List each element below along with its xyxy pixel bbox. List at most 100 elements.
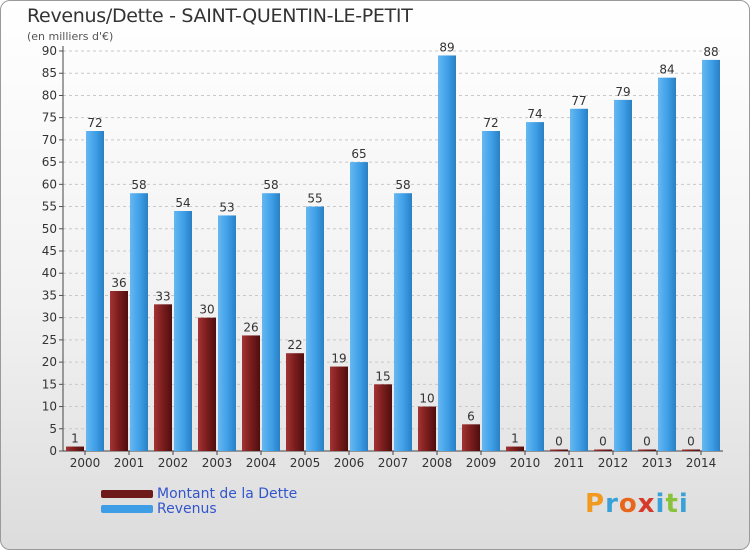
y-tick-label: 40: [42, 266, 57, 280]
bar-revenus: [130, 193, 148, 451]
y-tick-label: 90: [42, 44, 57, 58]
legend-label-dette: Montant de la Dette: [157, 486, 298, 502]
y-tick-label: 30: [42, 311, 57, 325]
data-label-dette: 15: [375, 369, 390, 383]
data-label-revenus: 88: [703, 45, 718, 59]
chart-title: Revenus/Dette - SAINT-QUENTIN-LE-PETIT: [27, 5, 413, 27]
data-label-dette: 26: [243, 320, 258, 334]
y-tick-label: 50: [42, 222, 57, 236]
bar-dette: [550, 449, 568, 451]
data-label-revenus: 55: [307, 192, 322, 206]
proxiti-logo: Proxiti: [585, 489, 689, 519]
bar-revenus: [262, 193, 280, 451]
data-label-dette: 6: [467, 409, 475, 423]
bar-dette: [418, 406, 436, 451]
data-label-revenus: 53: [219, 200, 234, 214]
y-tick-label: 60: [42, 177, 57, 191]
bar-revenus: [306, 206, 324, 451]
bar-revenus: [482, 131, 500, 451]
x-tick-label: 2004: [246, 456, 277, 470]
data-label-dette: 0: [643, 435, 651, 449]
y-tick-label: 70: [42, 133, 57, 147]
x-tick-label: 2007: [378, 456, 409, 470]
bar-dette: [242, 335, 260, 451]
y-tick-label: 35: [42, 288, 57, 302]
y-tick-label: 5: [49, 422, 57, 436]
data-label-dette: 33: [155, 289, 170, 303]
data-label-revenus: 54: [175, 196, 190, 210]
x-tick-label: 2002: [158, 456, 189, 470]
data-label-revenus: 58: [263, 178, 278, 192]
data-label-dette: 0: [687, 435, 695, 449]
x-tick-label: 2005: [290, 456, 321, 470]
data-label-revenus: 77: [571, 94, 586, 108]
bar-dette: [330, 366, 348, 451]
bar-revenus: [658, 77, 676, 452]
legend-swatch-revenus: [101, 505, 153, 513]
bar-revenus: [526, 122, 544, 451]
data-label-dette: 30: [199, 303, 214, 317]
data-label-dette: 1: [71, 432, 79, 446]
x-tick-label: 2011: [554, 456, 585, 470]
bar-revenus: [86, 131, 104, 451]
y-tick-label: 45: [42, 244, 57, 258]
data-label-dette: 0: [555, 435, 563, 449]
x-tick-label: 2014: [686, 456, 717, 470]
data-label-revenus: 74: [527, 107, 542, 121]
y-tick-label: 65: [42, 155, 57, 169]
data-label-dette: 19: [331, 352, 346, 366]
x-tick-label: 2009: [466, 456, 497, 470]
y-tick-label: 85: [42, 66, 57, 80]
x-tick-label: 2003: [202, 456, 233, 470]
data-label-revenus: 84: [659, 63, 674, 77]
data-label-revenus: 72: [483, 116, 498, 130]
bar-revenus: [702, 59, 720, 452]
x-tick-label: 2006: [334, 456, 365, 470]
bar-dette: [286, 353, 304, 451]
legend-label-revenus: Revenus: [157, 501, 217, 517]
bar-dette: [462, 424, 480, 451]
y-tick-label: 10: [42, 400, 57, 414]
bar-dette: [374, 384, 392, 451]
x-tick-label: 2012: [598, 456, 629, 470]
y-tick-label: 55: [42, 200, 57, 214]
y-tick-label: 0: [49, 444, 57, 458]
y-tick-label: 25: [42, 333, 57, 347]
x-tick-label: 2000: [70, 456, 101, 470]
data-label-revenus: 65: [351, 147, 366, 161]
bar-revenus: [174, 211, 192, 451]
bar-revenus: [570, 108, 588, 452]
x-tick-label: 2010: [510, 456, 541, 470]
y-tick-label: 20: [42, 355, 57, 369]
y-tick-label: 15: [42, 377, 57, 391]
bar-revenus: [350, 162, 368, 451]
x-tick-label: 2008: [422, 456, 453, 470]
bar-dette: [154, 304, 172, 451]
y-tick-label: 75: [42, 111, 57, 125]
bar-dette: [110, 291, 128, 451]
x-tick-label: 2013: [642, 456, 673, 470]
bar-revenus: [614, 99, 632, 451]
bar-revenus: [218, 215, 236, 451]
data-label-revenus: 89: [439, 40, 454, 54]
data-label-dette: 10: [419, 392, 434, 406]
bar-dette: [506, 446, 524, 451]
bar-dette: [594, 449, 612, 451]
bar-revenus: [394, 193, 412, 451]
bar-revenus: [438, 55, 456, 451]
bar-dette: [198, 317, 216, 451]
data-label-dette: 1: [511, 432, 519, 446]
data-label-revenus: 79: [615, 85, 630, 99]
legend-swatch-dette: [101, 490, 153, 498]
chart-subtitle: (en milliers d'€): [27, 30, 114, 43]
x-tick-label: 2001: [114, 456, 145, 470]
data-label-revenus: 58: [395, 178, 410, 192]
data-label-dette: 36: [111, 276, 126, 290]
data-label-revenus: 58: [131, 178, 146, 192]
data-label-dette: 22: [287, 338, 302, 352]
y-tick-label: 80: [42, 88, 57, 102]
data-label-dette: 0: [599, 435, 607, 449]
bar-dette: [682, 449, 700, 451]
